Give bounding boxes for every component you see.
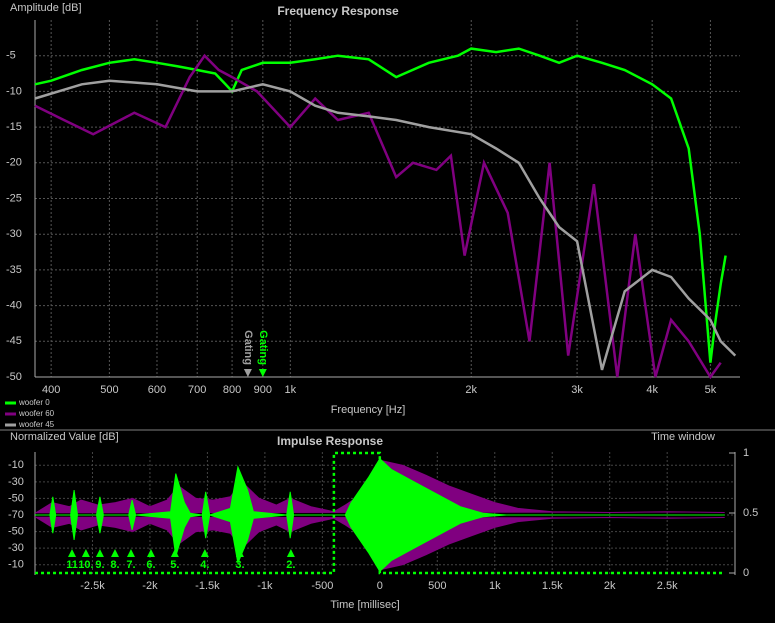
y-tick-label: -30 — [8, 476, 24, 488]
gating-marker — [258, 369, 267, 377]
x-tick-label: 1.5k — [542, 580, 563, 592]
reflection-marker — [126, 549, 135, 557]
x-axis-label: Frequency [Hz] — [331, 404, 406, 416]
reflection-marker — [200, 549, 209, 557]
y-tick-label: -50 — [8, 525, 24, 537]
y-tick-label: -15 — [6, 121, 22, 133]
reflection-marker — [95, 549, 104, 557]
y-tick-label: -10 — [8, 459, 24, 471]
reflection-marker — [286, 549, 295, 557]
y-axis-label: Normalized Value [dB] — [10, 431, 119, 443]
y-tick-label: -10 — [8, 559, 24, 571]
x-tick-label: 2k — [465, 384, 477, 396]
y-tick-label: -20 — [6, 157, 22, 169]
reflection-label: 7. — [126, 559, 135, 571]
x-tick-label: -1.5k — [195, 580, 220, 592]
gating-label: Gating — [242, 330, 254, 365]
x-tick-label: -2k — [142, 580, 158, 592]
y-tick-label: -50 — [8, 492, 24, 504]
x-tick-label: 800 — [223, 384, 241, 396]
x-tick-label: 700 — [188, 384, 206, 396]
x-tick-label: -1k — [257, 580, 273, 592]
reflection-label: 10. — [78, 559, 93, 571]
reflection-label: 2. — [286, 559, 295, 571]
x-tick-label: 5k — [705, 384, 717, 396]
series-line — [34, 47, 727, 363]
x-tick-label: 500 — [428, 580, 446, 592]
y-axis-label: Amplitude [dB] — [10, 2, 82, 14]
x-tick-label: 0 — [377, 580, 383, 592]
y-tick-label: -10 — [6, 85, 22, 97]
reflection-label: 11 — [66, 559, 78, 571]
reflection-label: 9. — [95, 559, 104, 571]
y-tick-label: -25 — [6, 192, 22, 204]
y2-axis-label: Time window — [651, 431, 715, 443]
reflection-label: 8. — [110, 559, 119, 571]
x-tick-label: 2k — [604, 580, 616, 592]
time-window — [35, 451, 725, 575]
x-tick-label: 900 — [254, 384, 272, 396]
reflection-label: 4. — [200, 559, 209, 571]
chart-title: Impulse Response — [277, 434, 383, 448]
x-tick-label: 500 — [100, 384, 118, 396]
gating-marker — [243, 369, 252, 377]
reflection-marker — [68, 549, 77, 557]
reflection-marker — [81, 549, 90, 557]
y-tick-label: -50 — [6, 371, 22, 383]
y-tick-label: -30 — [6, 228, 22, 240]
x-tick-label: 4k — [646, 384, 658, 396]
x-tick-label: -500 — [311, 580, 333, 592]
x-tick-label: 2.5k — [657, 580, 678, 592]
y-tick-label: -35 — [6, 264, 22, 276]
reflection-label: 6. — [146, 559, 155, 571]
y2-tick-label: 0 — [743, 567, 749, 579]
x-tick-label: 600 — [148, 384, 166, 396]
x-tick-label: 1k — [285, 384, 297, 396]
y-tick-label: -5 — [6, 50, 16, 62]
y-tick-label: -70 — [8, 509, 24, 521]
y2-tick-label: 1 — [743, 447, 749, 459]
series-line — [34, 53, 722, 380]
y2-tick-label: 0.5 — [743, 507, 758, 519]
x-tick-label: 400 — [42, 384, 60, 396]
reflection-marker — [146, 549, 155, 557]
reflection-label: 5. — [170, 559, 179, 571]
gating-label: Gating — [257, 330, 269, 365]
x-tick-label: 3k — [571, 384, 583, 396]
x-axis-label: Time [millisec] — [330, 599, 399, 611]
reflection-marker — [235, 549, 244, 557]
legend-label: woofer 0 — [18, 398, 50, 407]
reflection-label: 3. — [235, 559, 244, 571]
legend-label: woofer 60 — [18, 409, 55, 418]
y-tick-label: -30 — [8, 542, 24, 554]
y-tick-label: -45 — [6, 335, 22, 347]
y-tick-label: -40 — [6, 300, 22, 312]
chart-title: Frequency Response — [277, 4, 399, 18]
legend-label: woofer 45 — [18, 420, 55, 429]
x-tick-label: -2.5k — [80, 580, 105, 592]
reflection-marker — [170, 549, 179, 557]
x-tick-label: 1k — [489, 580, 501, 592]
reflection-marker — [111, 549, 119, 557]
series-line — [34, 79, 737, 371]
